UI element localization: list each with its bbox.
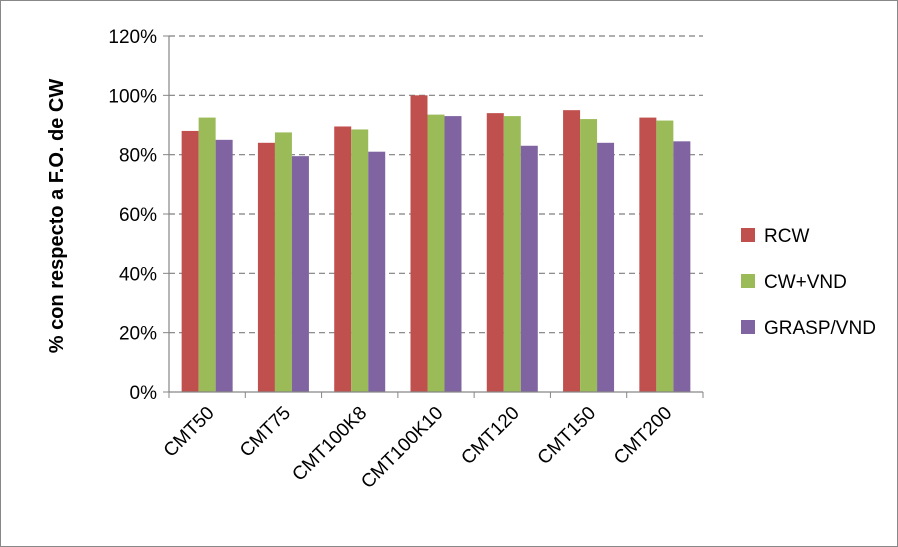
bar-grasp-vnd-cmt100k10: [444, 116, 462, 392]
y-tick-label: 60%: [119, 205, 157, 226]
x-tick-label: CMT75: [236, 403, 295, 462]
legend: RCW CW+VND GRASP/VND: [741, 226, 876, 339]
x-tick-label: CMT120: [457, 403, 523, 469]
legend-label: CW+VND: [764, 272, 847, 293]
bar-grasp-vnd-cmt50: [215, 139, 233, 392]
x-tick-label: CMT200: [610, 403, 676, 469]
bar-rcw-cmt120: [486, 113, 504, 392]
bar-rcw-cmt100k8: [334, 126, 352, 392]
bar-rcw-cmt50: [181, 130, 199, 392]
x-tick-label: CMT50: [160, 403, 219, 462]
x-tick-label: CMT150: [534, 403, 600, 469]
bar-cw-vnd-cmt50: [198, 117, 216, 392]
bar-grasp-vnd-cmt75: [291, 156, 309, 392]
y-tick-label: 120%: [108, 27, 157, 48]
y-axis-title: % con respecto a F.O. de CW: [46, 79, 68, 354]
bar-rcw-cmt150: [563, 110, 581, 393]
legend-swatch: [741, 228, 755, 242]
y-tick-label: 20%: [119, 324, 157, 345]
bar-grasp-vnd-cmt120: [520, 145, 538, 392]
bar-cw-vnd-cmt75: [274, 132, 292, 392]
bars: [181, 95, 691, 393]
axes: [163, 35, 704, 398]
y-tick-label: 100%: [108, 86, 157, 107]
x-tick-label: CMT100K8: [288, 403, 371, 486]
bar-cw-vnd-cmt120: [503, 116, 521, 392]
bar-rcw-cmt100k10: [410, 95, 428, 392]
bar-grasp-vnd-cmt200: [673, 141, 691, 392]
bar-grasp-vnd-cmt100k8: [368, 151, 386, 392]
bar-cw-vnd-cmt100k8: [351, 129, 369, 392]
y-tick-label: 0%: [130, 383, 158, 404]
bar-rcw-cmt75: [257, 142, 275, 392]
legend-swatch: [741, 274, 755, 288]
legend-label: RCW: [764, 226, 809, 247]
y-tick-labels: 0% 20% 40% 60% 80% 100% 120%: [108, 27, 157, 404]
x-tick-label: CMT100K10: [357, 403, 447, 493]
bar-grasp-vnd-cmt150: [597, 142, 615, 392]
legend-label: GRASP/VND: [764, 318, 876, 339]
y-tick-label: 80%: [119, 146, 157, 167]
bar-cw-vnd-cmt150: [580, 119, 598, 393]
y-tick-label: 40%: [119, 264, 157, 285]
bar-cw-vnd-cmt100k10: [427, 114, 445, 392]
bar-rcw-cmt200: [639, 117, 657, 392]
legend-swatch: [741, 320, 755, 334]
bar-cw-vnd-cmt200: [656, 120, 674, 393]
